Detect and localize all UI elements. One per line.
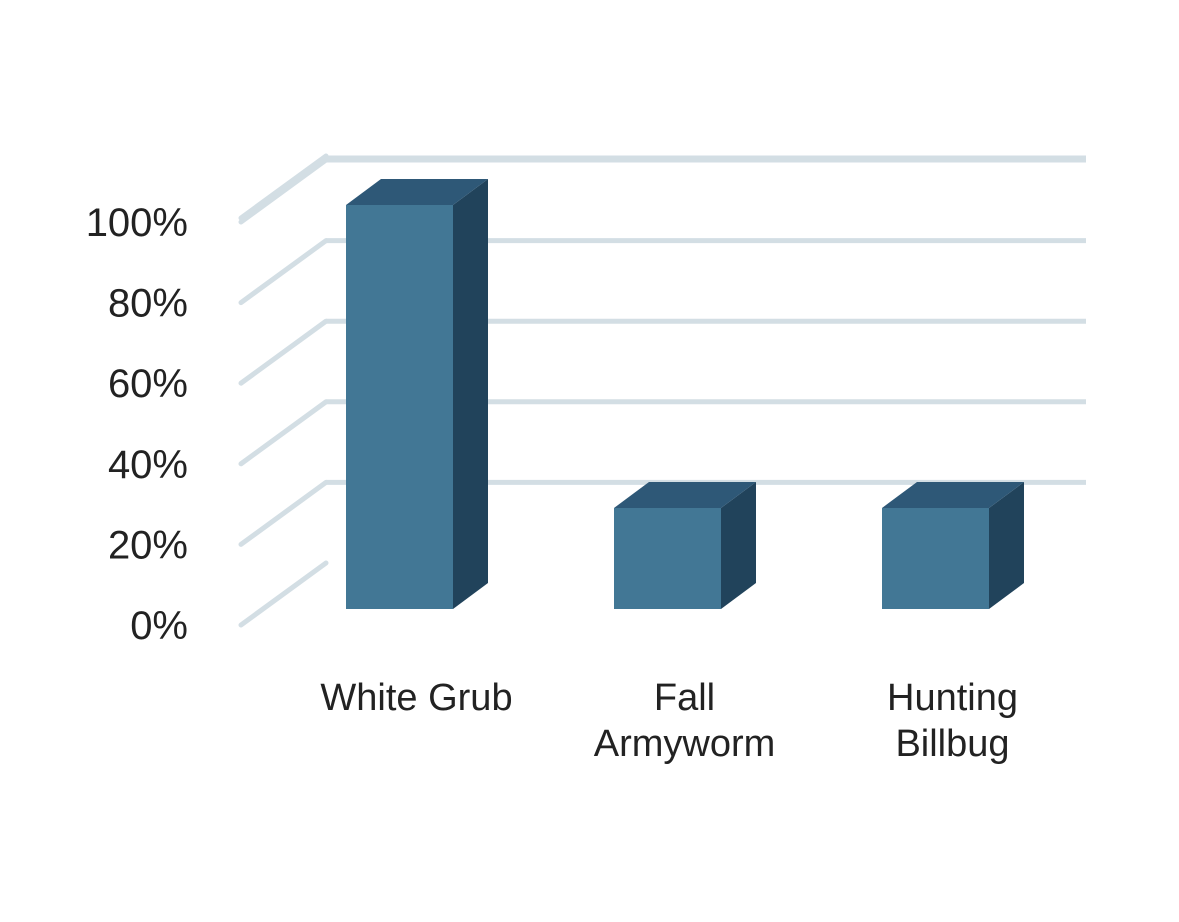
- gridline-diagonal: [238, 238, 329, 306]
- bar-side: [989, 482, 1024, 609]
- x-category-label-line: Hunting: [887, 677, 1018, 719]
- bar: [346, 179, 488, 609]
- x-category-label-line: White Grub: [320, 677, 512, 719]
- x-category-label: Fall Armyworm: [594, 677, 776, 765]
- x-axis-categories: White Grub Fall Armyworm Hunting Billbug: [320, 677, 1018, 765]
- gridline-diagonal: [238, 479, 329, 547]
- x-category-label-line: Billbug: [895, 723, 1009, 765]
- gridline-diagonal: [238, 318, 329, 386]
- bar: [614, 482, 756, 609]
- gridline-diagonal: [238, 399, 329, 467]
- x-category-label: White Grub: [320, 677, 512, 719]
- y-tick-label: 20%: [108, 523, 188, 567]
- y-tick-label: 0%: [130, 604, 188, 648]
- bar-front: [614, 508, 721, 609]
- bar-side: [721, 482, 756, 609]
- bars: [346, 179, 1024, 609]
- y-tick-label: 100%: [86, 201, 188, 245]
- gridline-diagonal: [238, 153, 329, 221]
- y-tick-label: 40%: [108, 443, 188, 487]
- gridline-diagonal: [238, 560, 329, 628]
- x-category-label: Hunting Billbug: [887, 677, 1018, 765]
- y-tick-label: 60%: [108, 362, 188, 406]
- bar-side: [453, 179, 488, 609]
- bar-top: [614, 482, 756, 508]
- y-axis-ticks: 0% 20% 40% 60% 80% 100%: [86, 201, 188, 648]
- y-tick-label: 80%: [108, 282, 188, 326]
- bar-top: [882, 482, 1024, 508]
- x-category-label-line: Fall: [654, 677, 715, 719]
- bar-top: [346, 179, 488, 205]
- x-category-label-line: Armyworm: [594, 723, 776, 765]
- bar: [882, 482, 1024, 609]
- bar-front: [882, 508, 989, 609]
- gridline-diagonal: [238, 157, 329, 225]
- bar-front: [346, 205, 453, 609]
